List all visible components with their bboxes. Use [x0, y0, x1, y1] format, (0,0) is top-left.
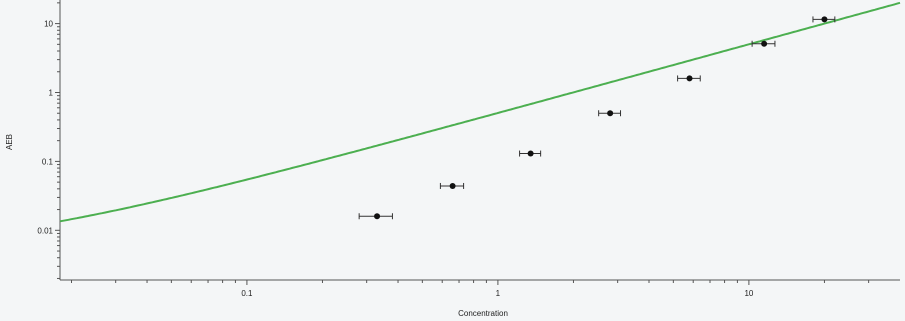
data-point — [607, 110, 614, 117]
data-point — [374, 213, 381, 220]
data-point — [821, 16, 828, 23]
data-points — [358, 16, 836, 220]
axes — [59, 0, 900, 281]
x-tick-label: 0.1 — [241, 289, 253, 298]
y-ticks: 0.01 0.1 1 10 — [37, 2, 60, 279]
y-tick-label: 1 — [49, 88, 54, 97]
data-point — [449, 182, 456, 189]
y-tick-label: 0.1 — [42, 157, 54, 166]
fit-curve — [59, 1, 901, 223]
x-axis-title: Concentration — [458, 309, 508, 318]
data-point — [761, 40, 768, 47]
data-point — [527, 150, 534, 157]
x-tick-label: 1 — [496, 289, 501, 298]
data-point — [686, 75, 693, 82]
x-ticks: 0.1 1 10 — [70, 280, 870, 298]
y-tick-label: 0.01 — [37, 226, 53, 235]
y-axis-title: AEB — [5, 134, 14, 150]
x-tick-label: 10 — [744, 289, 753, 298]
y-tick-label: 10 — [44, 20, 53, 29]
